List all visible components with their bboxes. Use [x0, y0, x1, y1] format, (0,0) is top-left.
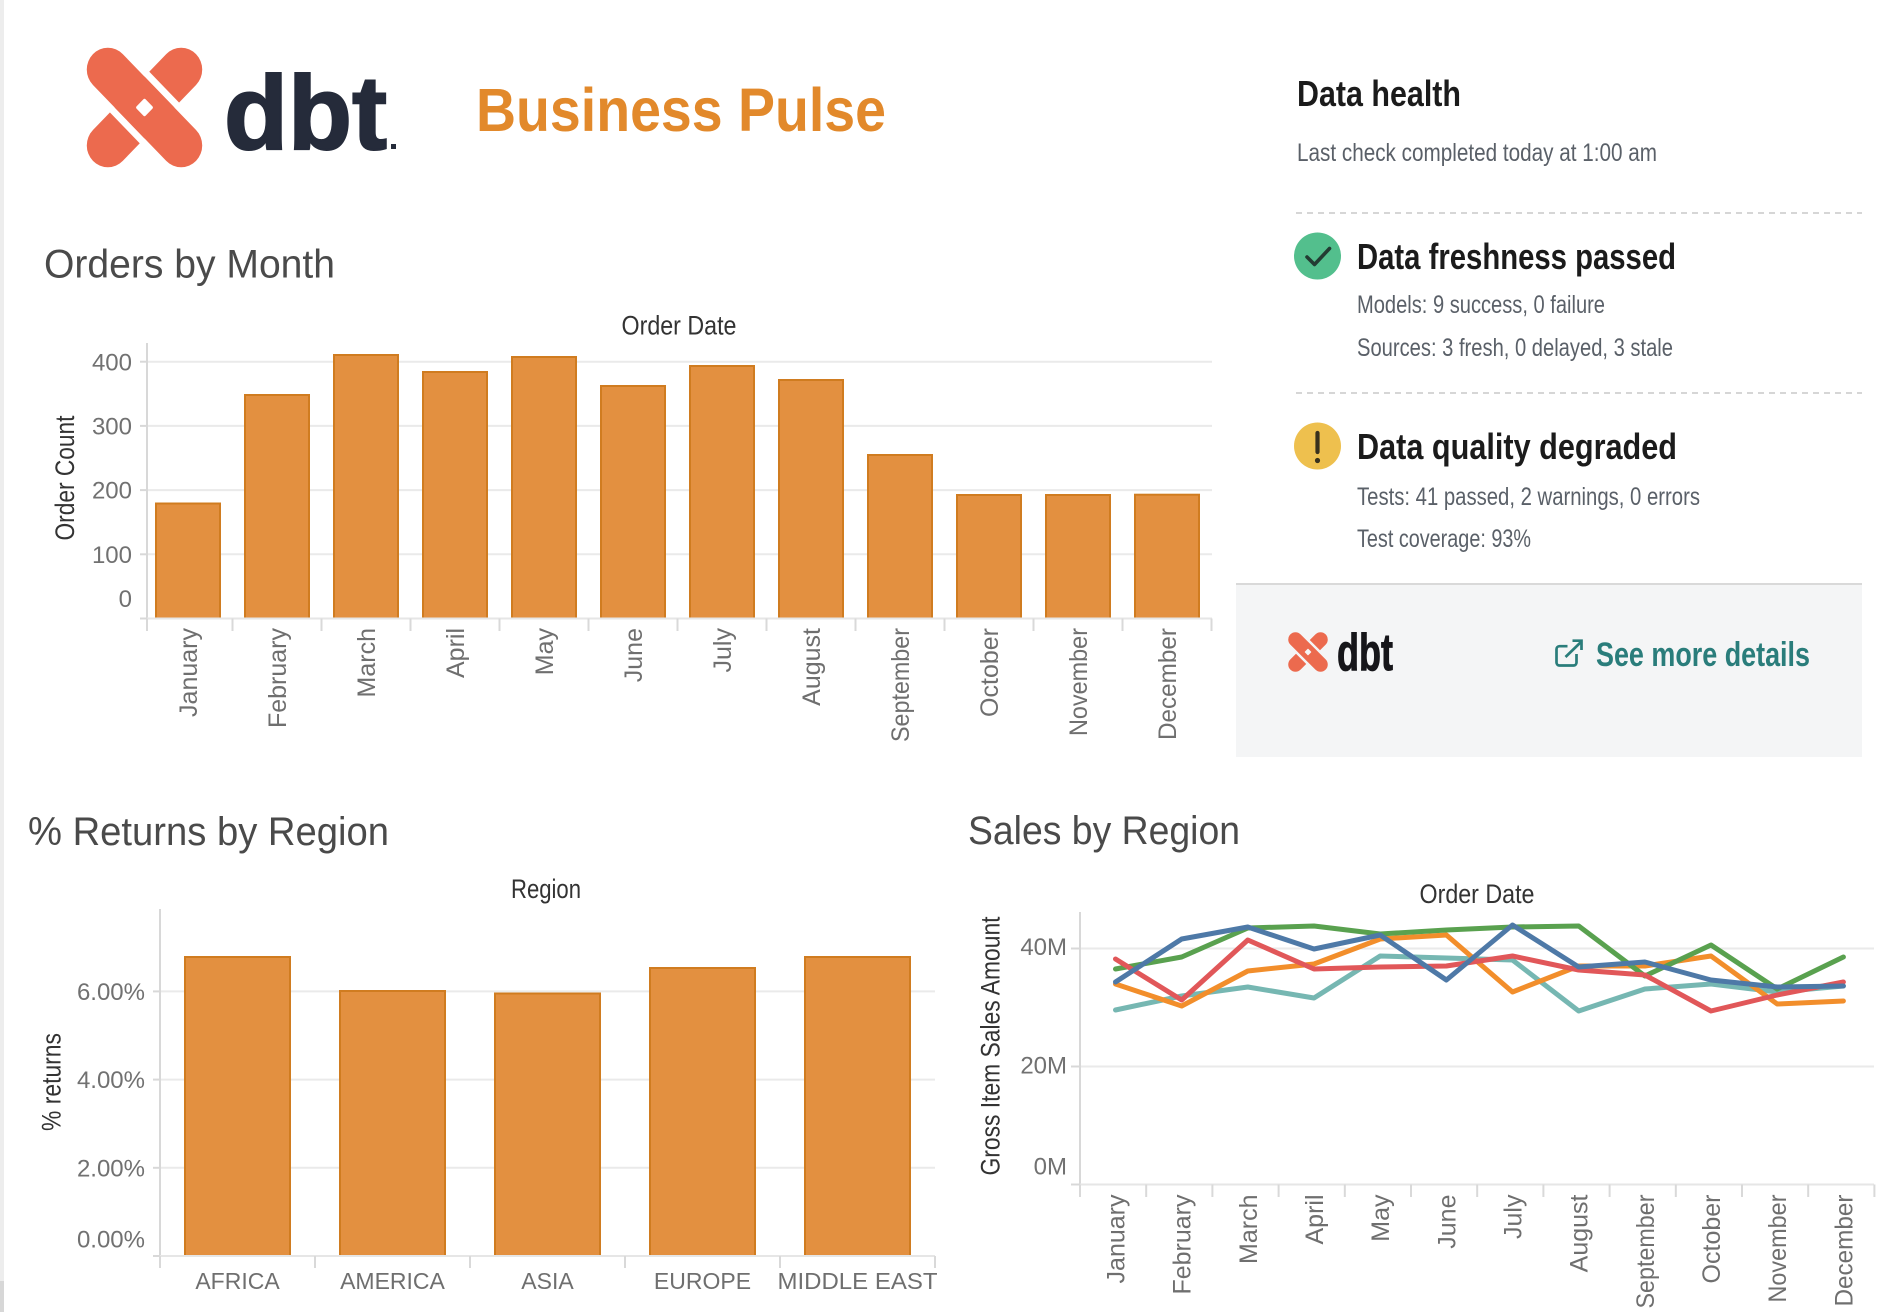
- svg-text:April: April: [1301, 1195, 1329, 1245]
- svg-text:AFRICA: AFRICA: [195, 1268, 280, 1294]
- svg-text:July: July: [709, 628, 737, 673]
- svg-text:December: December: [1154, 628, 1182, 740]
- svg-text:Order Count: Order Count: [50, 415, 80, 540]
- svg-text:0: 0: [119, 586, 132, 613]
- svg-text:Data quality degraded: Data quality degraded: [1357, 426, 1677, 467]
- svg-text:May: May: [1367, 1194, 1395, 1242]
- svg-text:Order Date: Order Date: [1420, 879, 1535, 909]
- svg-text:November: November: [1764, 1195, 1792, 1303]
- svg-text:Data freshness passed: Data freshness passed: [1357, 236, 1676, 277]
- svg-text:June: June: [620, 628, 648, 682]
- svg-text:August: August: [798, 628, 826, 706]
- svg-text:January: January: [1103, 1194, 1131, 1283]
- svg-text:October: October: [1698, 1195, 1726, 1284]
- svg-text:August: August: [1566, 1194, 1594, 1272]
- svg-text:Data health: Data health: [1297, 73, 1461, 114]
- svg-text:February: February: [1169, 1194, 1197, 1294]
- svg-text:dbt: dbt: [224, 55, 387, 172]
- svg-text:% Returns by Region: % Returns by Region: [28, 810, 389, 854]
- svg-text:AMERICA: AMERICA: [340, 1268, 445, 1294]
- svg-text:Last check completed today at: Last check completed today at 1:00 am: [1297, 139, 1657, 167]
- svg-text:MIDDLE EAST: MIDDLE EAST: [778, 1268, 938, 1294]
- svg-text:Models: 9 success, 0 failure: Models: 9 success, 0 failure: [1357, 291, 1605, 319]
- svg-text:Sales by Region: Sales by Region: [968, 809, 1240, 853]
- svg-text:300: 300: [92, 414, 132, 441]
- svg-text:November: November: [1065, 628, 1093, 736]
- svg-text:ASIA: ASIA: [521, 1268, 574, 1294]
- svg-text:0M: 0M: [1034, 1154, 1067, 1181]
- svg-text:2.00%: 2.00%: [77, 1155, 145, 1182]
- svg-text:400: 400: [92, 349, 132, 376]
- svg-text:% returns: % returns: [37, 1033, 67, 1131]
- svg-text:Orders by Month: Orders by Month: [44, 243, 335, 287]
- svg-text:May: May: [531, 628, 559, 676]
- svg-text:0.00%: 0.00%: [77, 1227, 145, 1254]
- svg-text:20M: 20M: [1020, 1053, 1067, 1080]
- svg-text:100: 100: [92, 542, 132, 569]
- svg-text:200: 200: [92, 478, 132, 505]
- svg-text:April: April: [442, 628, 470, 678]
- svg-text:July: July: [1500, 1194, 1528, 1239]
- svg-text:40M: 40M: [1020, 934, 1067, 961]
- svg-text:February: February: [264, 628, 292, 728]
- svg-text:Tests: 41 passed, 2 warnings,: Tests: 41 passed, 2 warnings, 0 errors: [1357, 483, 1700, 511]
- svg-text:Region: Region: [511, 874, 581, 904]
- svg-text:March: March: [353, 628, 381, 697]
- svg-text:Order Date: Order Date: [622, 311, 737, 341]
- svg-text:September: September: [887, 628, 915, 742]
- svg-text:March: March: [1235, 1195, 1263, 1264]
- svg-text:December: December: [1830, 1195, 1858, 1307]
- svg-text:Business Pulse: Business Pulse: [476, 76, 886, 144]
- svg-text:Test coverage: 93%: Test coverage: 93%: [1357, 525, 1531, 553]
- svg-text:4.00%: 4.00%: [77, 1067, 145, 1094]
- svg-text:dbt: dbt: [1337, 624, 1393, 682]
- svg-text:6.00%: 6.00%: [77, 979, 145, 1006]
- svg-text:Gross Item Sales Amount: Gross Item Sales Amount: [976, 916, 1006, 1175]
- svg-text:Sources: 3 fresh, 0 delayed, 3: Sources: 3 fresh, 0 delayed, 3 stale: [1357, 334, 1673, 362]
- svg-text:June: June: [1433, 1195, 1461, 1249]
- svg-text:January: January: [175, 628, 203, 717]
- svg-text:EUROPE: EUROPE: [654, 1268, 751, 1294]
- svg-text:See more details: See more details: [1596, 636, 1810, 674]
- svg-text:September: September: [1632, 1195, 1660, 1309]
- svg-text:October: October: [976, 628, 1004, 717]
